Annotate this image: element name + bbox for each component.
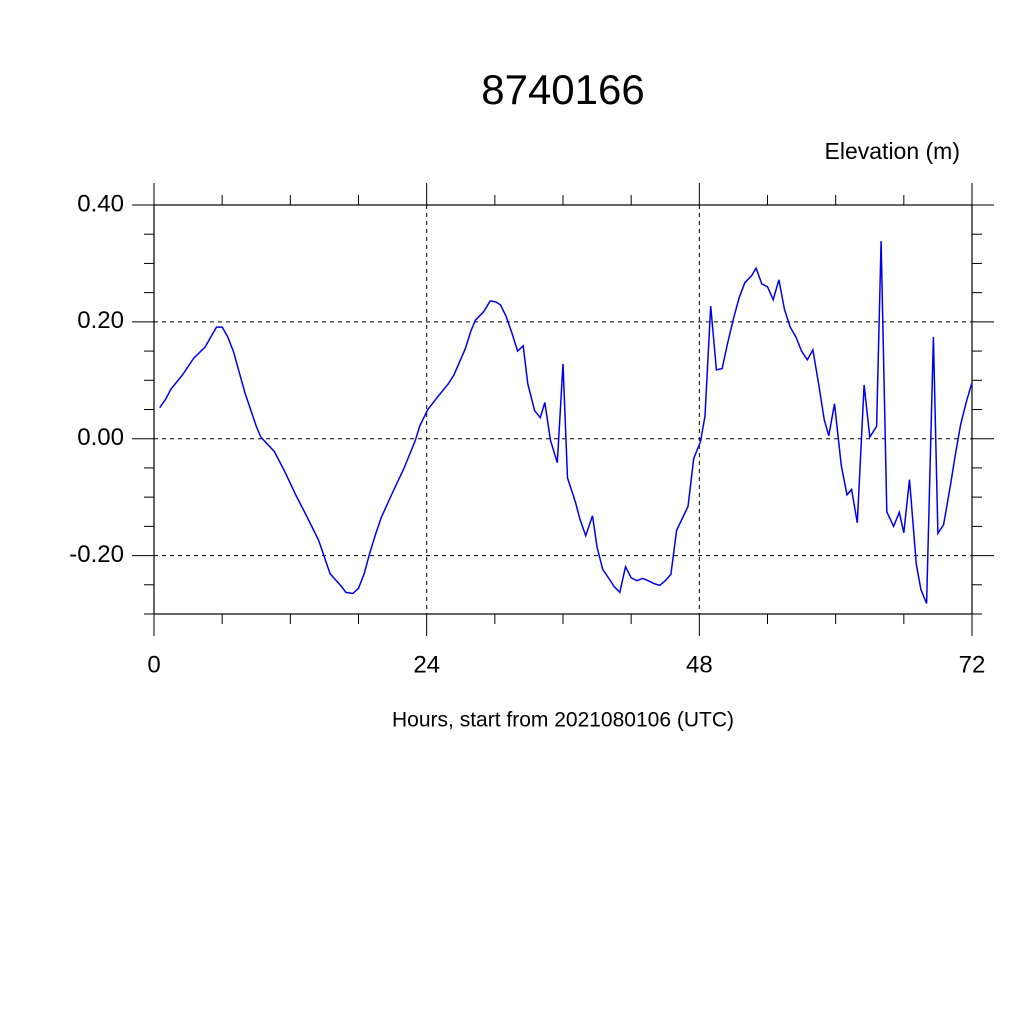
x-axis-label: Hours, start from 2021080106 (UTC) — [392, 709, 734, 732]
y-tick-label: 0.00 — [77, 424, 124, 451]
x-tick-label: 0 — [147, 651, 160, 678]
y-axis-label: Elevation (m) — [825, 138, 960, 164]
x-tick-label: 24 — [413, 651, 440, 678]
x-tick-label: 48 — [686, 651, 713, 678]
y-tick-label: -0.20 — [69, 541, 124, 568]
x-tick-label: 72 — [959, 651, 986, 678]
y-tick-label: 0.20 — [77, 307, 124, 334]
y-tick-label: 0.40 — [77, 190, 124, 217]
chart-title: 8740166 — [481, 66, 645, 113]
data-line — [159, 241, 973, 604]
plot-frame — [153, 204, 973, 615]
